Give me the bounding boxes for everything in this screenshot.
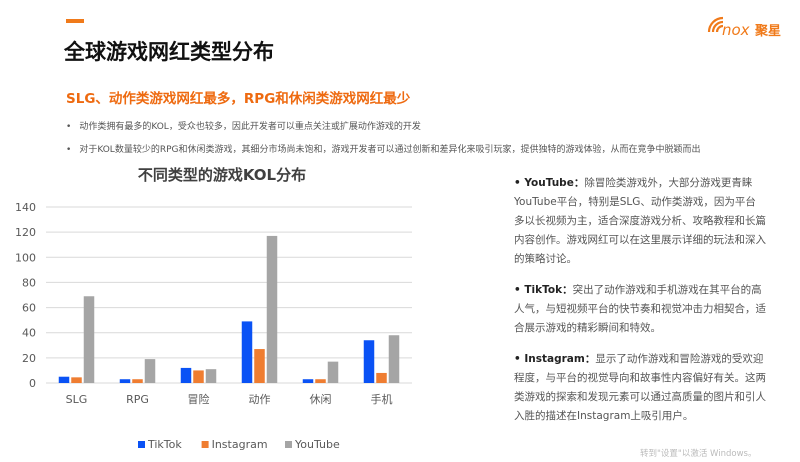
note-label: • YouTube：	[514, 177, 585, 189]
y-tick-label: 80	[22, 276, 36, 289]
bullet-text: 对于KOL数量较少的RPG和休闲类游戏，其细分市场尚未饱和，游戏开发者可以通过创…	[79, 145, 701, 155]
bar-youtube	[266, 235, 278, 383]
page-title: 全球游戏网红类型分布	[64, 40, 274, 64]
windows-activation-watermark: 转到"设置"以激活 Windows。	[640, 449, 757, 459]
bar-instagram	[71, 377, 82, 383]
bar-instagram	[254, 349, 265, 383]
bar-tiktok	[363, 340, 375, 383]
legend-swatch	[138, 441, 145, 448]
legend-swatch	[285, 441, 292, 448]
youtube-note: • YouTube：除冒险类游戏外，大部分游戏更青睐YouTube平台，特别是S…	[514, 174, 766, 269]
bar-tiktok	[302, 379, 314, 383]
bar-tiktok	[241, 321, 253, 383]
bar-instagram	[193, 370, 204, 383]
bar-youtube	[144, 359, 156, 383]
y-tick-label: 60	[22, 302, 36, 315]
y-tick-label: 100	[15, 251, 36, 264]
bar-tiktok	[58, 376, 70, 383]
x-tick-label: SLG	[66, 393, 88, 406]
legend-label: YouTube	[294, 438, 340, 451]
side-notes: • YouTube：除冒险类游戏外，大部分游戏更青睐YouTube平台，特别是S…	[514, 174, 766, 426]
note-text: 显示了动作游戏和冒险游戏的受欢迎程度，与平台的视觉导向和故事性内容偏好有关。这两…	[514, 353, 766, 422]
x-tick-label: RPG	[126, 393, 149, 406]
note-text: 突出了动作游戏和手机游戏在其平台的高人气，与短视频平台的快节奏和视觉冲击力相契合…	[514, 284, 766, 334]
note-label: • Instagram：	[514, 353, 596, 365]
bar-instagram	[315, 379, 326, 383]
bar-youtube	[327, 361, 339, 383]
y-tick-label: 40	[22, 327, 36, 340]
bar-instagram	[132, 379, 143, 383]
x-tick-label: 动作	[249, 393, 271, 406]
bar-tiktok	[119, 379, 131, 383]
instagram-note: • Instagram：显示了动作游戏和冒险游戏的受欢迎程度，与平台的视觉导向和…	[514, 350, 766, 426]
y-tick-label: 120	[15, 226, 36, 239]
chart-title: 不同类型的游戏KOL分布	[138, 166, 306, 184]
tiktok-note: • TikTok：突出了动作游戏和手机游戏在其平台的高人气，与短视频平台的快节奏…	[514, 281, 766, 338]
bar-youtube	[83, 296, 95, 383]
bullet-item: • 动作类拥有最多的KOL，受众也较多，因此开发者可以重点关注或扩展动作游戏的开发	[66, 122, 421, 132]
x-tick-label: 冒险	[188, 392, 210, 406]
bullet-text: 动作类拥有最多的KOL，受众也较多，因此开发者可以重点关注或扩展动作游戏的开发	[79, 122, 421, 132]
bar-youtube	[205, 369, 217, 383]
x-tick-label: 手机	[371, 392, 393, 406]
svg-text:聚星: 聚星	[754, 24, 781, 39]
bar-youtube	[388, 335, 400, 383]
note-text: 除冒险类游戏外，大部分游戏更青睐YouTube平台，特别是SLG、动作类游戏，因…	[514, 177, 766, 265]
y-tick-label: 20	[22, 352, 36, 365]
y-tick-label: 0	[29, 377, 36, 390]
kol-bar-chart: 不同类型的游戏KOL分布 0 20 40 60 80 100 120 140 SLG RPG 冒险 动…	[15, 166, 412, 451]
accent-bar	[66, 19, 84, 23]
note-label: • TikTok：	[514, 284, 573, 296]
legend-label: Instagram	[212, 438, 268, 451]
svg-text:nox: nox	[722, 21, 750, 39]
bullet-item: • 对于KOL数量较少的RPG和休闲类游戏，其细分市场尚未饱和，游戏开发者可以通过…	[66, 145, 701, 155]
bar-tiktok	[180, 367, 192, 383]
legend-label: TikTok	[147, 438, 182, 451]
legend-swatch	[201, 441, 209, 448]
y-tick-label: 140	[15, 201, 36, 214]
subtitle: SLG、动作类游戏网红最多，RPG和休闲类游戏网红最少	[66, 91, 411, 107]
nox-logo: nox 聚星	[707, 16, 781, 39]
x-tick-label: 休闲	[310, 392, 332, 406]
bar-instagram	[376, 372, 387, 383]
